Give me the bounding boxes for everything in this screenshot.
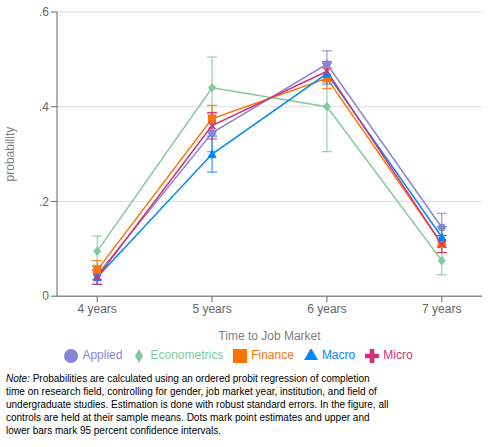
html-text:Applied: Applied bbox=[82, 348, 123, 363]
svg-text:4 years: 4 years bbox=[78, 302, 117, 316]
svg-text:.4: .4 bbox=[39, 100, 49, 114]
svg-text:5 years: 5 years bbox=[192, 302, 231, 316]
svg-text:probability: probability bbox=[8, 127, 17, 182]
html-text:undergraduate studies. Estimat: undergraduate studies. Estimation is don… bbox=[6, 399, 389, 410]
html-text:Finance: Finance bbox=[251, 348, 294, 363]
html-text:Note: Probabilities are calcul: Note: Probabilities are calculated using… bbox=[6, 373, 370, 384]
svg-text:6 years: 6 years bbox=[307, 302, 346, 316]
svg-text:.6: .6 bbox=[39, 5, 49, 19]
html-text:lower bars mark 95 percent con: lower bars mark 95 percent confidence in… bbox=[6, 425, 222, 436]
svg-text:Time to Job Market: Time to Job Market bbox=[218, 329, 321, 343]
svg-text:7 years: 7 years bbox=[422, 302, 461, 316]
html-text:Micro: Micro bbox=[383, 348, 413, 363]
html-text:Econometrics: Econometrics bbox=[150, 348, 224, 363]
html-text:Macro: Macro bbox=[321, 348, 356, 363]
html-text:controls are held at their sam: controls are held at their sample means.… bbox=[6, 412, 370, 423]
svg-text:0: 0 bbox=[42, 289, 49, 303]
html-text:time on research field, contro: time on research field, controlling for … bbox=[6, 386, 377, 397]
svg-text:.2: .2 bbox=[39, 195, 49, 209]
